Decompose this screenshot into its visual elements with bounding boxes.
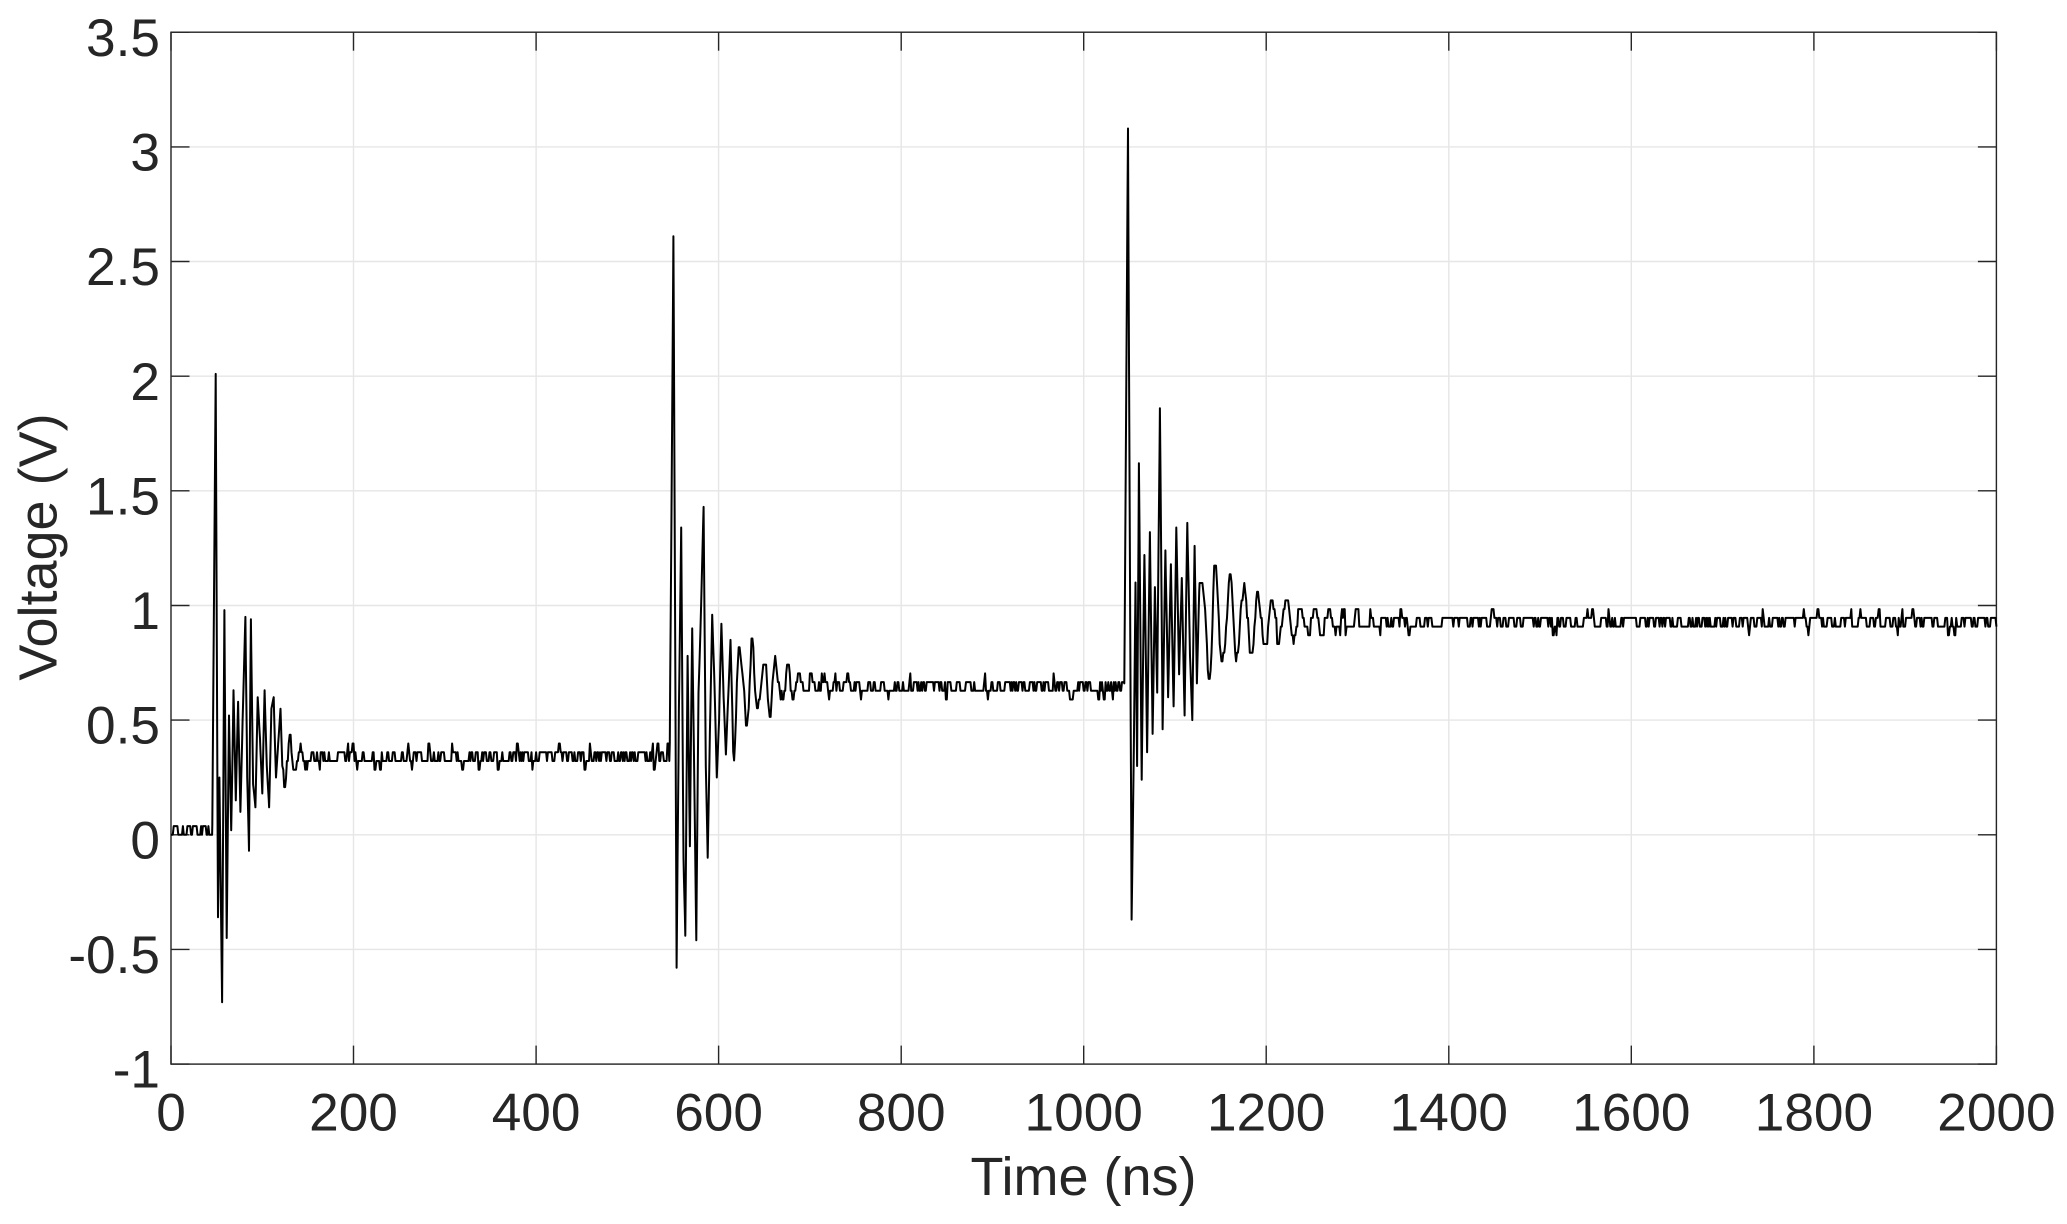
svg-text:1400: 1400 bbox=[1390, 1084, 1508, 1143]
svg-text:0: 0 bbox=[130, 811, 160, 870]
svg-text:800: 800 bbox=[857, 1084, 946, 1143]
svg-text:600: 600 bbox=[674, 1084, 763, 1143]
svg-text:2: 2 bbox=[130, 353, 160, 412]
svg-text:1200: 1200 bbox=[1207, 1084, 1325, 1143]
svg-text:-0.5: -0.5 bbox=[68, 926, 160, 985]
svg-text:1600: 1600 bbox=[1572, 1084, 1690, 1143]
svg-text:1.5: 1.5 bbox=[86, 467, 160, 526]
svg-text:1000: 1000 bbox=[1025, 1084, 1143, 1143]
svg-text:2000: 2000 bbox=[1937, 1084, 2055, 1143]
svg-text:2.5: 2.5 bbox=[86, 238, 160, 297]
svg-text:Time (ns): Time (ns) bbox=[971, 1147, 1197, 1207]
svg-text:0.5: 0.5 bbox=[86, 697, 160, 756]
svg-text:0: 0 bbox=[156, 1084, 186, 1143]
svg-text:3.5: 3.5 bbox=[86, 9, 160, 68]
svg-text:1: 1 bbox=[130, 582, 160, 641]
svg-text:1800: 1800 bbox=[1755, 1084, 1873, 1143]
svg-text:200: 200 bbox=[309, 1084, 398, 1143]
svg-text:3: 3 bbox=[130, 124, 160, 183]
svg-text:400: 400 bbox=[492, 1084, 581, 1143]
svg-text:Voltage (V): Voltage (V) bbox=[8, 413, 68, 680]
svg-text:-1: -1 bbox=[113, 1041, 160, 1100]
